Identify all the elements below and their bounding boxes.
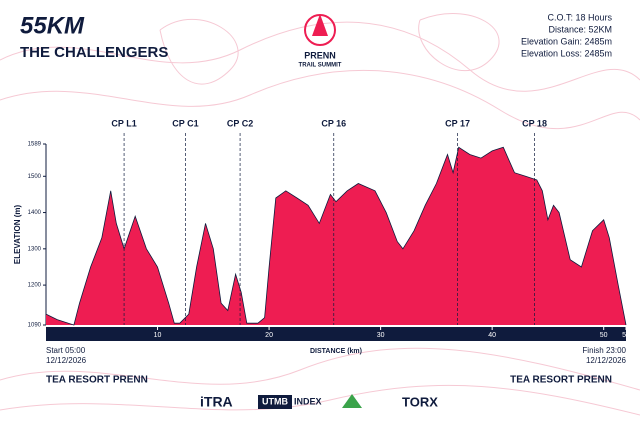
checkpoint-label: CP 17: [445, 118, 470, 128]
x-axis-label: DISTANCE (km): [310, 348, 362, 355]
start-date: 12/12/2026: [46, 356, 87, 365]
finish-place: TEA RESORT PRENN: [510, 375, 612, 386]
checkpoint-label: CP C2: [227, 118, 253, 128]
subtitle: THE CHALLENGERS: [20, 44, 168, 61]
sponsor: iTRA: [200, 394, 233, 410]
y-tick-label: 1400: [28, 210, 42, 216]
elevation-line: [45, 146, 627, 326]
contour-background: [0, 13, 640, 416]
logo-icon: [312, 14, 328, 36]
x-tick-label: 20: [265, 332, 273, 339]
y-tick-label: 1300: [28, 246, 42, 252]
x-tick-label: 52: [622, 332, 630, 339]
sponsor: INDEX: [294, 396, 322, 406]
title: 55KM: [20, 12, 85, 39]
x-axis-band: [46, 327, 626, 341]
x-tick-label: 30: [377, 332, 385, 339]
chart: 1090 1200 1300 1400 1500 1589 CP L1 CP C1 CP C2 C…: [13, 118, 630, 354]
y-tick-label: 1090: [28, 323, 42, 329]
logo-text: TRAIL SUMMIT: [299, 63, 342, 69]
start-time: Start 05:00: [46, 346, 86, 355]
sponsor-icon: [342, 394, 362, 408]
x-tick-label: 40: [488, 332, 496, 339]
footer: Start 05:00 12/12/2026 Finish 23:00 12/1…: [46, 346, 627, 410]
info-line: Distance: 52KM: [548, 24, 612, 34]
y-tick-label: 1200: [28, 283, 42, 289]
area-fill: [46, 147, 626, 325]
x-tick-label: 50: [600, 332, 608, 339]
checkpoint-label: CP C1: [172, 118, 198, 128]
info-line: C.O.T: 18 Hours: [547, 12, 612, 22]
finish-date: 12/12/2026: [586, 356, 627, 365]
logo-text: PRENN: [304, 50, 336, 60]
sponsor: UTMB: [262, 396, 288, 406]
info-line: Elevation Gain: 2485m: [521, 36, 612, 46]
y-tick-label: 1589: [28, 142, 42, 148]
info: C.O.T: 18 Hours Distance: 52KM Elevation…: [521, 12, 613, 58]
y-axis-label: ELEVATION (m): [13, 205, 22, 265]
checkpoint-label: CP 16: [321, 118, 346, 128]
start-place: TEA RESORT PRENN: [46, 375, 148, 386]
sponsor: TORX: [402, 394, 438, 409]
logo-ring: [304, 14, 336, 46]
checkpoint-label: CP L1: [111, 118, 136, 128]
info-line: Elevation Loss: 2485m: [521, 48, 612, 58]
y-tick-label: 1500: [28, 174, 42, 180]
x-tick-label: 10: [154, 332, 162, 339]
finish-time: Finish 23:00: [582, 346, 626, 355]
sponsor-box: [258, 395, 292, 409]
checkpoint-label: CP 18: [522, 118, 547, 128]
